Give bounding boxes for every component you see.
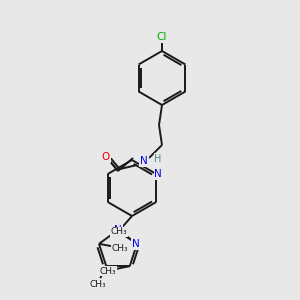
Text: N: N	[132, 239, 140, 249]
Text: CH₃: CH₃	[111, 227, 127, 236]
Text: CH₃: CH₃	[112, 244, 128, 253]
Text: CH₃: CH₃	[99, 267, 116, 276]
Text: CH₃: CH₃	[90, 280, 106, 289]
Text: H: H	[154, 154, 162, 164]
Text: N: N	[140, 156, 148, 166]
Text: O: O	[102, 152, 110, 162]
Text: N: N	[154, 169, 162, 179]
Text: N: N	[114, 225, 122, 235]
Text: Cl: Cl	[157, 32, 167, 42]
